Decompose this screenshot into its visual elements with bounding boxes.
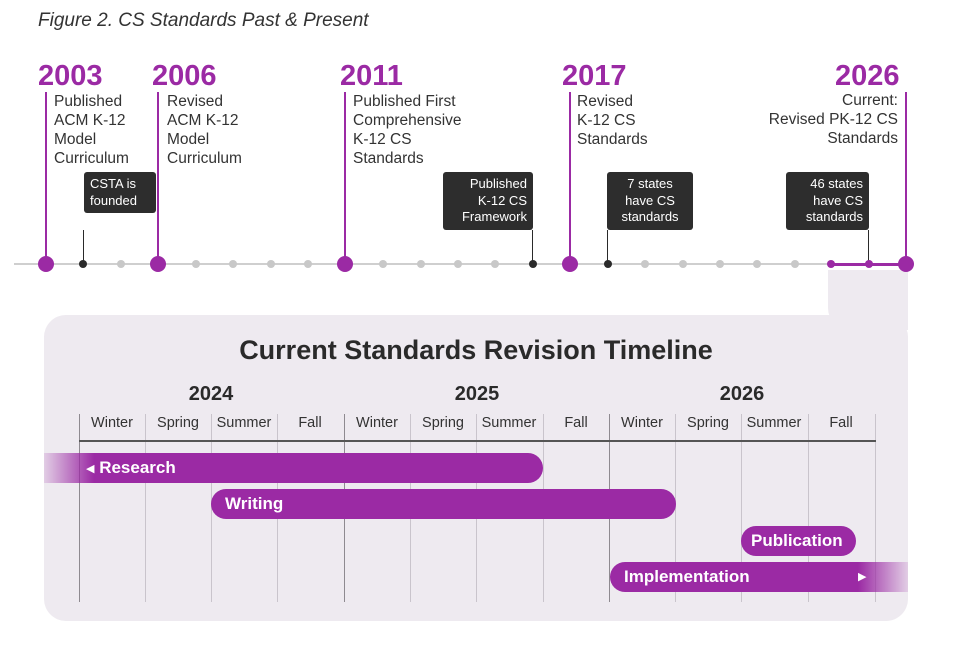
milestone-year: 2017 [562, 60, 627, 92]
event-dot [827, 260, 835, 268]
grid-line [741, 414, 742, 602]
phase-label: Publication [751, 531, 843, 550]
milestone-description-2017: Revised K-12 CS Standards [577, 93, 648, 148]
phase-bar-publication: Publication [741, 526, 856, 556]
milestone-year: 2026 [835, 60, 900, 92]
phase-bar-writing: Writing [211, 489, 676, 519]
revision-timeline-title: Current Standards Revision Timeline [239, 335, 713, 365]
event-dot [604, 260, 612, 268]
stem-event-csta [83, 230, 84, 264]
grid-line [79, 414, 80, 602]
timeline-tick [791, 260, 799, 268]
grid-line [875, 414, 876, 602]
season-label: Fall [298, 415, 322, 431]
season-label: Fall [829, 415, 853, 431]
arrow-left-icon: ◀ [86, 463, 95, 475]
season-label: Winter [91, 415, 133, 431]
timeline-tick [417, 260, 425, 268]
timeline-tick [229, 260, 237, 268]
stem-event-46states [868, 230, 869, 264]
phase-label: Research [99, 458, 176, 477]
season-label: Fall [564, 415, 588, 431]
phase-bar-research: ◀ Research [44, 453, 543, 483]
timeline-tick [491, 260, 499, 268]
stem-2011 [344, 92, 346, 264]
event-dot [865, 260, 873, 268]
stem-2006 [157, 92, 159, 264]
milestone-year: 2006 [152, 60, 217, 92]
grid-line [808, 414, 809, 602]
panel-year: 2026 [719, 383, 765, 405]
phase-label: Implementation [624, 567, 750, 586]
event-box-csta: CSTA is founded [84, 172, 156, 213]
season-label: Spring [687, 415, 729, 431]
milestone-dot-2003 [38, 256, 54, 272]
phase-label: Writing [225, 494, 284, 513]
milestone-dot-2017 [562, 256, 578, 272]
timeline-line [14, 263, 914, 265]
stem-event-7states [607, 230, 608, 264]
timeline-tick [454, 260, 462, 268]
panel-year: 2025 [454, 383, 500, 405]
event-box-framework: Published K-12 CS Framework [443, 172, 533, 230]
phase-bar-implementation: Implementation ▶ [610, 562, 908, 592]
season-header-rule [79, 440, 876, 442]
season-label: Summer [481, 415, 537, 431]
milestone-description-2026: Current: Revised PK-12 CS Standards [768, 92, 898, 147]
stem-2026 [905, 92, 907, 264]
event-dot [529, 260, 537, 268]
season-label: Winter [356, 415, 398, 431]
event-box-7states: 7 states have CS standards [607, 172, 693, 230]
milestone-year: 2011 [340, 60, 403, 92]
season-label: Spring [422, 415, 464, 431]
milestone-year: 2003 [38, 60, 103, 92]
milestone-dot-2006 [150, 256, 166, 272]
grid-line [675, 414, 676, 602]
timeline-tick [716, 260, 724, 268]
grid-line [145, 414, 146, 602]
timeline-tick [641, 260, 649, 268]
stem-2003 [45, 92, 47, 264]
timeline-tick [117, 260, 125, 268]
season-label: Summer [216, 415, 272, 431]
arrow-right-icon: ▶ [858, 571, 867, 583]
season-label: Summer [746, 415, 802, 431]
stem-event-framework [532, 230, 533, 264]
timeline-tick [753, 260, 761, 268]
timeline-tick [192, 260, 200, 268]
milestone-description-2006: Revised ACM K-12 Model Curriculum [167, 93, 242, 167]
stem-2017 [569, 92, 571, 264]
panel-year: 2024 [188, 383, 234, 405]
season-label: Winter [621, 415, 663, 431]
season-label: Spring [157, 415, 199, 431]
timeline-tick [379, 260, 387, 268]
milestone-description-2011: Published First Comprehensive K-12 CS Stand… [353, 93, 462, 167]
timeline-tick [679, 260, 687, 268]
event-box-46states: 46 states have CS standards [786, 172, 869, 230]
timeline-tick [267, 260, 275, 268]
milestone-dot-2026 [898, 256, 914, 272]
milestone-description-2003: Published ACM K-12 Model Curriculum [54, 93, 129, 167]
figure-title: Figure 2. CS Standards Past & Present [38, 10, 369, 31]
timeline-tick [304, 260, 312, 268]
milestone-dot-2011 [337, 256, 353, 272]
event-dot [79, 260, 87, 268]
